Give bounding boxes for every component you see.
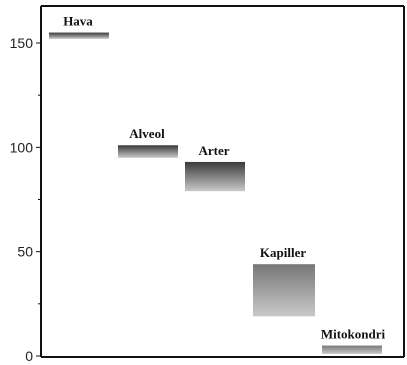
y-tick-label: 50 bbox=[17, 244, 33, 260]
bar-label-arter: Arter bbox=[198, 143, 229, 158]
y-ticks: 0 50 100 150 bbox=[10, 35, 41, 364]
y-tick-label: 150 bbox=[10, 35, 34, 51]
bars bbox=[49, 33, 382, 354]
bar-alveol bbox=[118, 145, 178, 158]
bar-hava bbox=[49, 33, 109, 39]
bar-label-kapiller: Kapiller bbox=[260, 245, 306, 260]
bar-label-hava: Hava bbox=[63, 14, 93, 29]
bar-label-mitokondri: Mitokondri bbox=[321, 327, 386, 342]
y-tick-label: 100 bbox=[10, 139, 34, 155]
bar-label-alveol: Alveol bbox=[129, 126, 165, 141]
bar-mitokondri bbox=[322, 346, 382, 354]
bar-kapiller bbox=[253, 264, 315, 316]
bar-arter bbox=[185, 162, 245, 191]
y-tick-label: 0 bbox=[25, 348, 33, 364]
